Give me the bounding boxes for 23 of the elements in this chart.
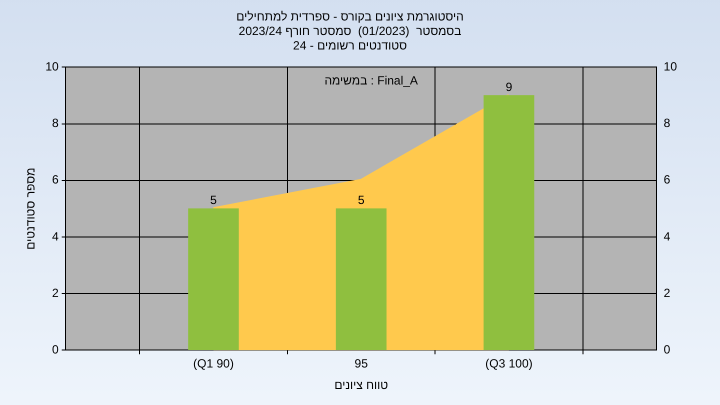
y-tick-label: 8 (52, 116, 60, 130)
y-tick-label: 2 (52, 286, 60, 300)
data-label: 5 (358, 193, 365, 208)
y-tick-label: 4 (52, 229, 60, 244)
annotation: במשימה : Final_A (324, 74, 418, 88)
y-tick-label: 0 (52, 342, 60, 357)
x-tick-label: 95 (354, 356, 368, 371)
x-tick-label: (Q3 100) (485, 356, 533, 371)
data-label: 9 (506, 80, 513, 94)
x-axis-title: טווח ציונים (334, 378, 388, 392)
y-axis-title: מספר סטודנטים (24, 168, 38, 250)
chart-subtitle: בסמסטר (01/2023) סמסטר חורף 2023/24 סטודנטים רשומים - 24 (238, 24, 462, 52)
y2-tick-label: 6 (664, 172, 671, 187)
y2-tick-label: 4 (664, 229, 671, 244)
y2-tick-label: 0 (664, 342, 671, 357)
y-tick-label: 10 (45, 60, 60, 74)
y2-tick-label: 2 (664, 286, 671, 300)
data-label: 5 (210, 193, 218, 208)
y2-tick-label: 8 (664, 116, 671, 130)
chart-title: היסטוגרמת ציונים בקורס - ספרדית למתחילים (236, 10, 464, 24)
y-tick-label: 6 (52, 172, 60, 187)
x-tick-label: (Q1 90) (193, 356, 234, 371)
y2-tick-label: 10 (664, 60, 678, 74)
